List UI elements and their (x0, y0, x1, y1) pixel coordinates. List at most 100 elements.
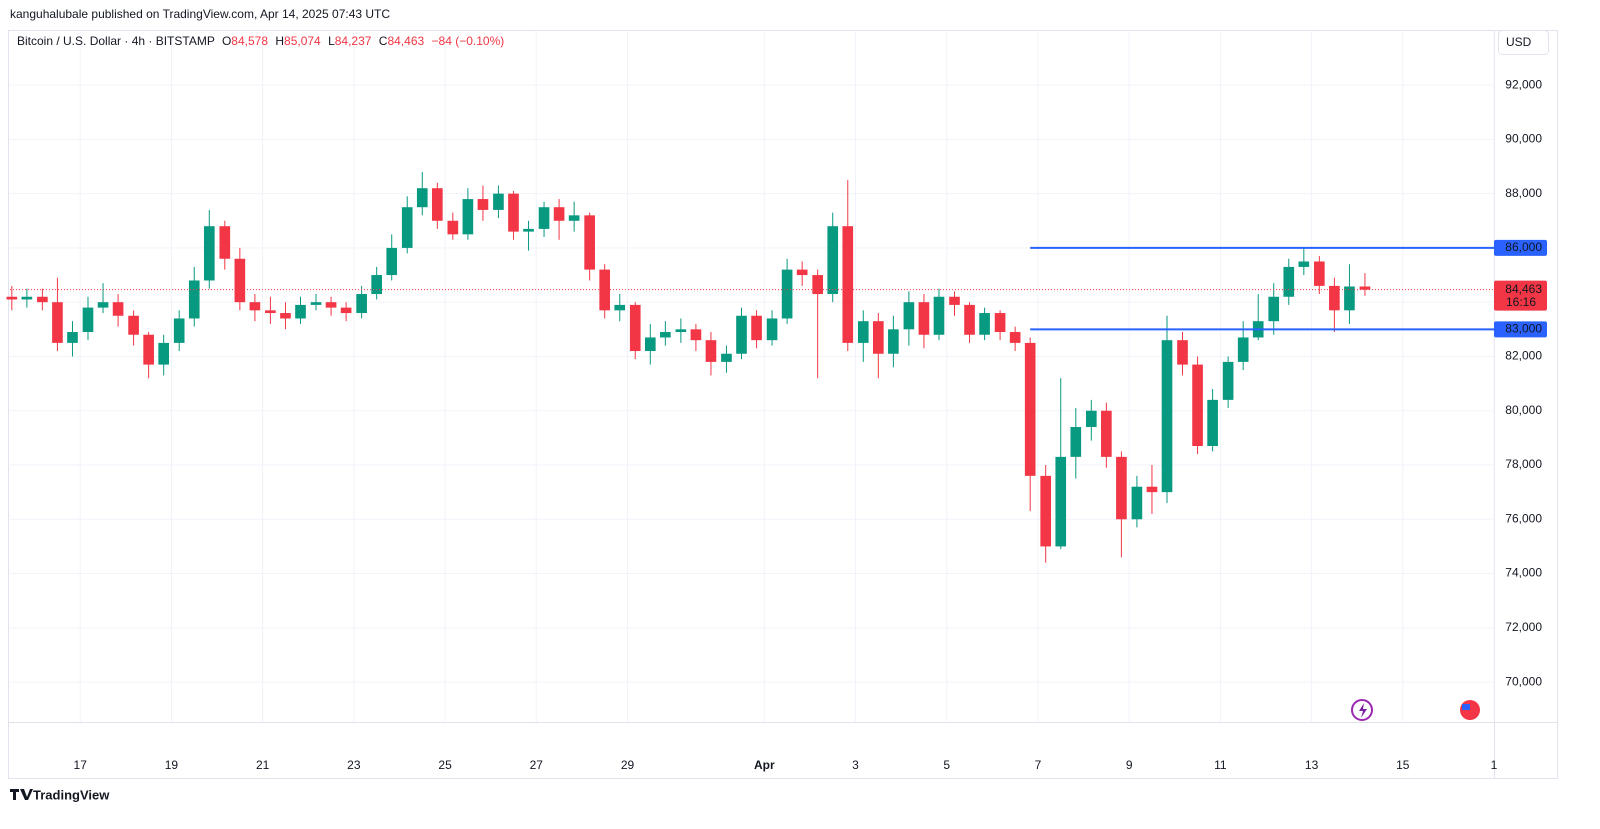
legend-symbol: Bitcoin / U.S. Dollar · 4h · BITSTAMP (17, 34, 215, 48)
candle-body (112, 302, 124, 316)
legend-high: 85,074 (284, 34, 321, 48)
candle-body (1329, 285, 1340, 311)
y-tick-label: 72,000 (1505, 620, 1542, 634)
candle-body (903, 302, 915, 330)
level-label-box (1494, 239, 1547, 256)
candle-body (219, 226, 231, 259)
candle-body (416, 188, 428, 208)
legend-low-label: L (328, 34, 335, 48)
x-tick-label: 5 (943, 758, 950, 772)
y-tick-label: 80,000 (1505, 403, 1542, 417)
candle-body (1268, 296, 1280, 322)
candle-body (52, 302, 63, 343)
candle-body (933, 296, 945, 335)
candle-body (964, 304, 975, 335)
x-tick-label: 9 (1126, 758, 1133, 772)
x-tick-label: 17 (74, 758, 88, 772)
x-tick-label: 19 (165, 758, 179, 772)
x-tick-label: 29 (621, 758, 635, 772)
candle-body (265, 310, 276, 314)
candle-body (781, 269, 793, 319)
candle-body (21, 296, 33, 300)
icon[interactable] (1462, 704, 1470, 710)
candle-body (766, 318, 778, 341)
candle-body (675, 329, 687, 333)
candle-body (97, 302, 109, 308)
candle-body (128, 315, 139, 335)
candle-body (888, 329, 899, 354)
legend-high-label: H (275, 34, 284, 48)
candle-body (1314, 261, 1325, 286)
y-tick-label: 76,000 (1505, 511, 1542, 525)
icon[interactable] (1359, 703, 1367, 718)
currency-button[interactable] (1498, 30, 1549, 55)
candle-body (1009, 332, 1021, 343)
candle-body (1177, 340, 1188, 365)
candle-body (1344, 286, 1355, 311)
candle-body (842, 226, 854, 343)
candle-body (584, 215, 595, 270)
candle-body (994, 313, 1006, 333)
icon[interactable] (1351, 699, 1373, 721)
candle-body (918, 302, 930, 335)
candle-body (82, 307, 94, 333)
candle-body (280, 313, 291, 319)
y-tick-label: 90,000 (1505, 132, 1542, 146)
legend-close: 84,463 (387, 34, 424, 48)
level-label-box (1494, 321, 1547, 338)
candle-body (493, 193, 504, 210)
candle-body (173, 318, 185, 343)
candle-body (6, 296, 18, 300)
candle-body (386, 247, 398, 276)
candle-body (1359, 286, 1371, 290)
candle-body (721, 353, 732, 362)
last-price-box (1494, 280, 1547, 311)
candle-body (736, 315, 747, 354)
candle-body (447, 220, 459, 235)
candle-body (568, 215, 580, 221)
candle-body (644, 337, 656, 352)
candle-body (477, 199, 489, 210)
candle-body (553, 207, 565, 221)
candle-body (1116, 456, 1127, 520)
candle-body (158, 342, 170, 365)
candle-body (1222, 361, 1234, 400)
candle-body (203, 226, 215, 281)
level-label: 83,000 (1505, 321, 1542, 335)
candle-body (249, 302, 261, 311)
candle-body (310, 302, 322, 305)
legend-close-label: C (379, 34, 388, 48)
y-tick-label: 88,000 (1505, 186, 1542, 200)
icon-button[interactable] (1460, 700, 1480, 720)
candle-body (812, 275, 823, 295)
y-tick-label: 92,000 (1505, 77, 1542, 91)
candle-body (432, 188, 443, 221)
legend-low: 84,237 (335, 34, 372, 48)
candle-body (538, 207, 550, 229)
candle-body (325, 302, 337, 308)
candle-body (979, 313, 990, 335)
level-label: 86,000 (1505, 240, 1542, 254)
chart-frame (8, 30, 1558, 779)
currency[interactable]: USD (1506, 35, 1532, 49)
x-tick-label: 7 (1035, 758, 1042, 772)
x-tick-label: 25 (438, 758, 452, 772)
candles (6, 171, 1371, 563)
x-tick-label: Apr (754, 758, 775, 772)
x-tick-label: 11 (1214, 758, 1227, 772)
candle-body (1161, 340, 1173, 493)
icon-button[interactable] (1351, 699, 1373, 721)
x-tick-label: 3 (852, 758, 859, 772)
x-tick-label: 13 (1305, 758, 1319, 772)
brand-logo (10, 789, 33, 800)
candle-body (796, 269, 808, 276)
candle-body (143, 334, 154, 365)
candle-body (234, 258, 246, 303)
candle-body (1070, 427, 1082, 457)
candle-body (1192, 364, 1203, 447)
candle-body (1298, 261, 1310, 267)
candle-body (873, 321, 884, 354)
y-tick-label: 82,000 (1505, 349, 1542, 363)
